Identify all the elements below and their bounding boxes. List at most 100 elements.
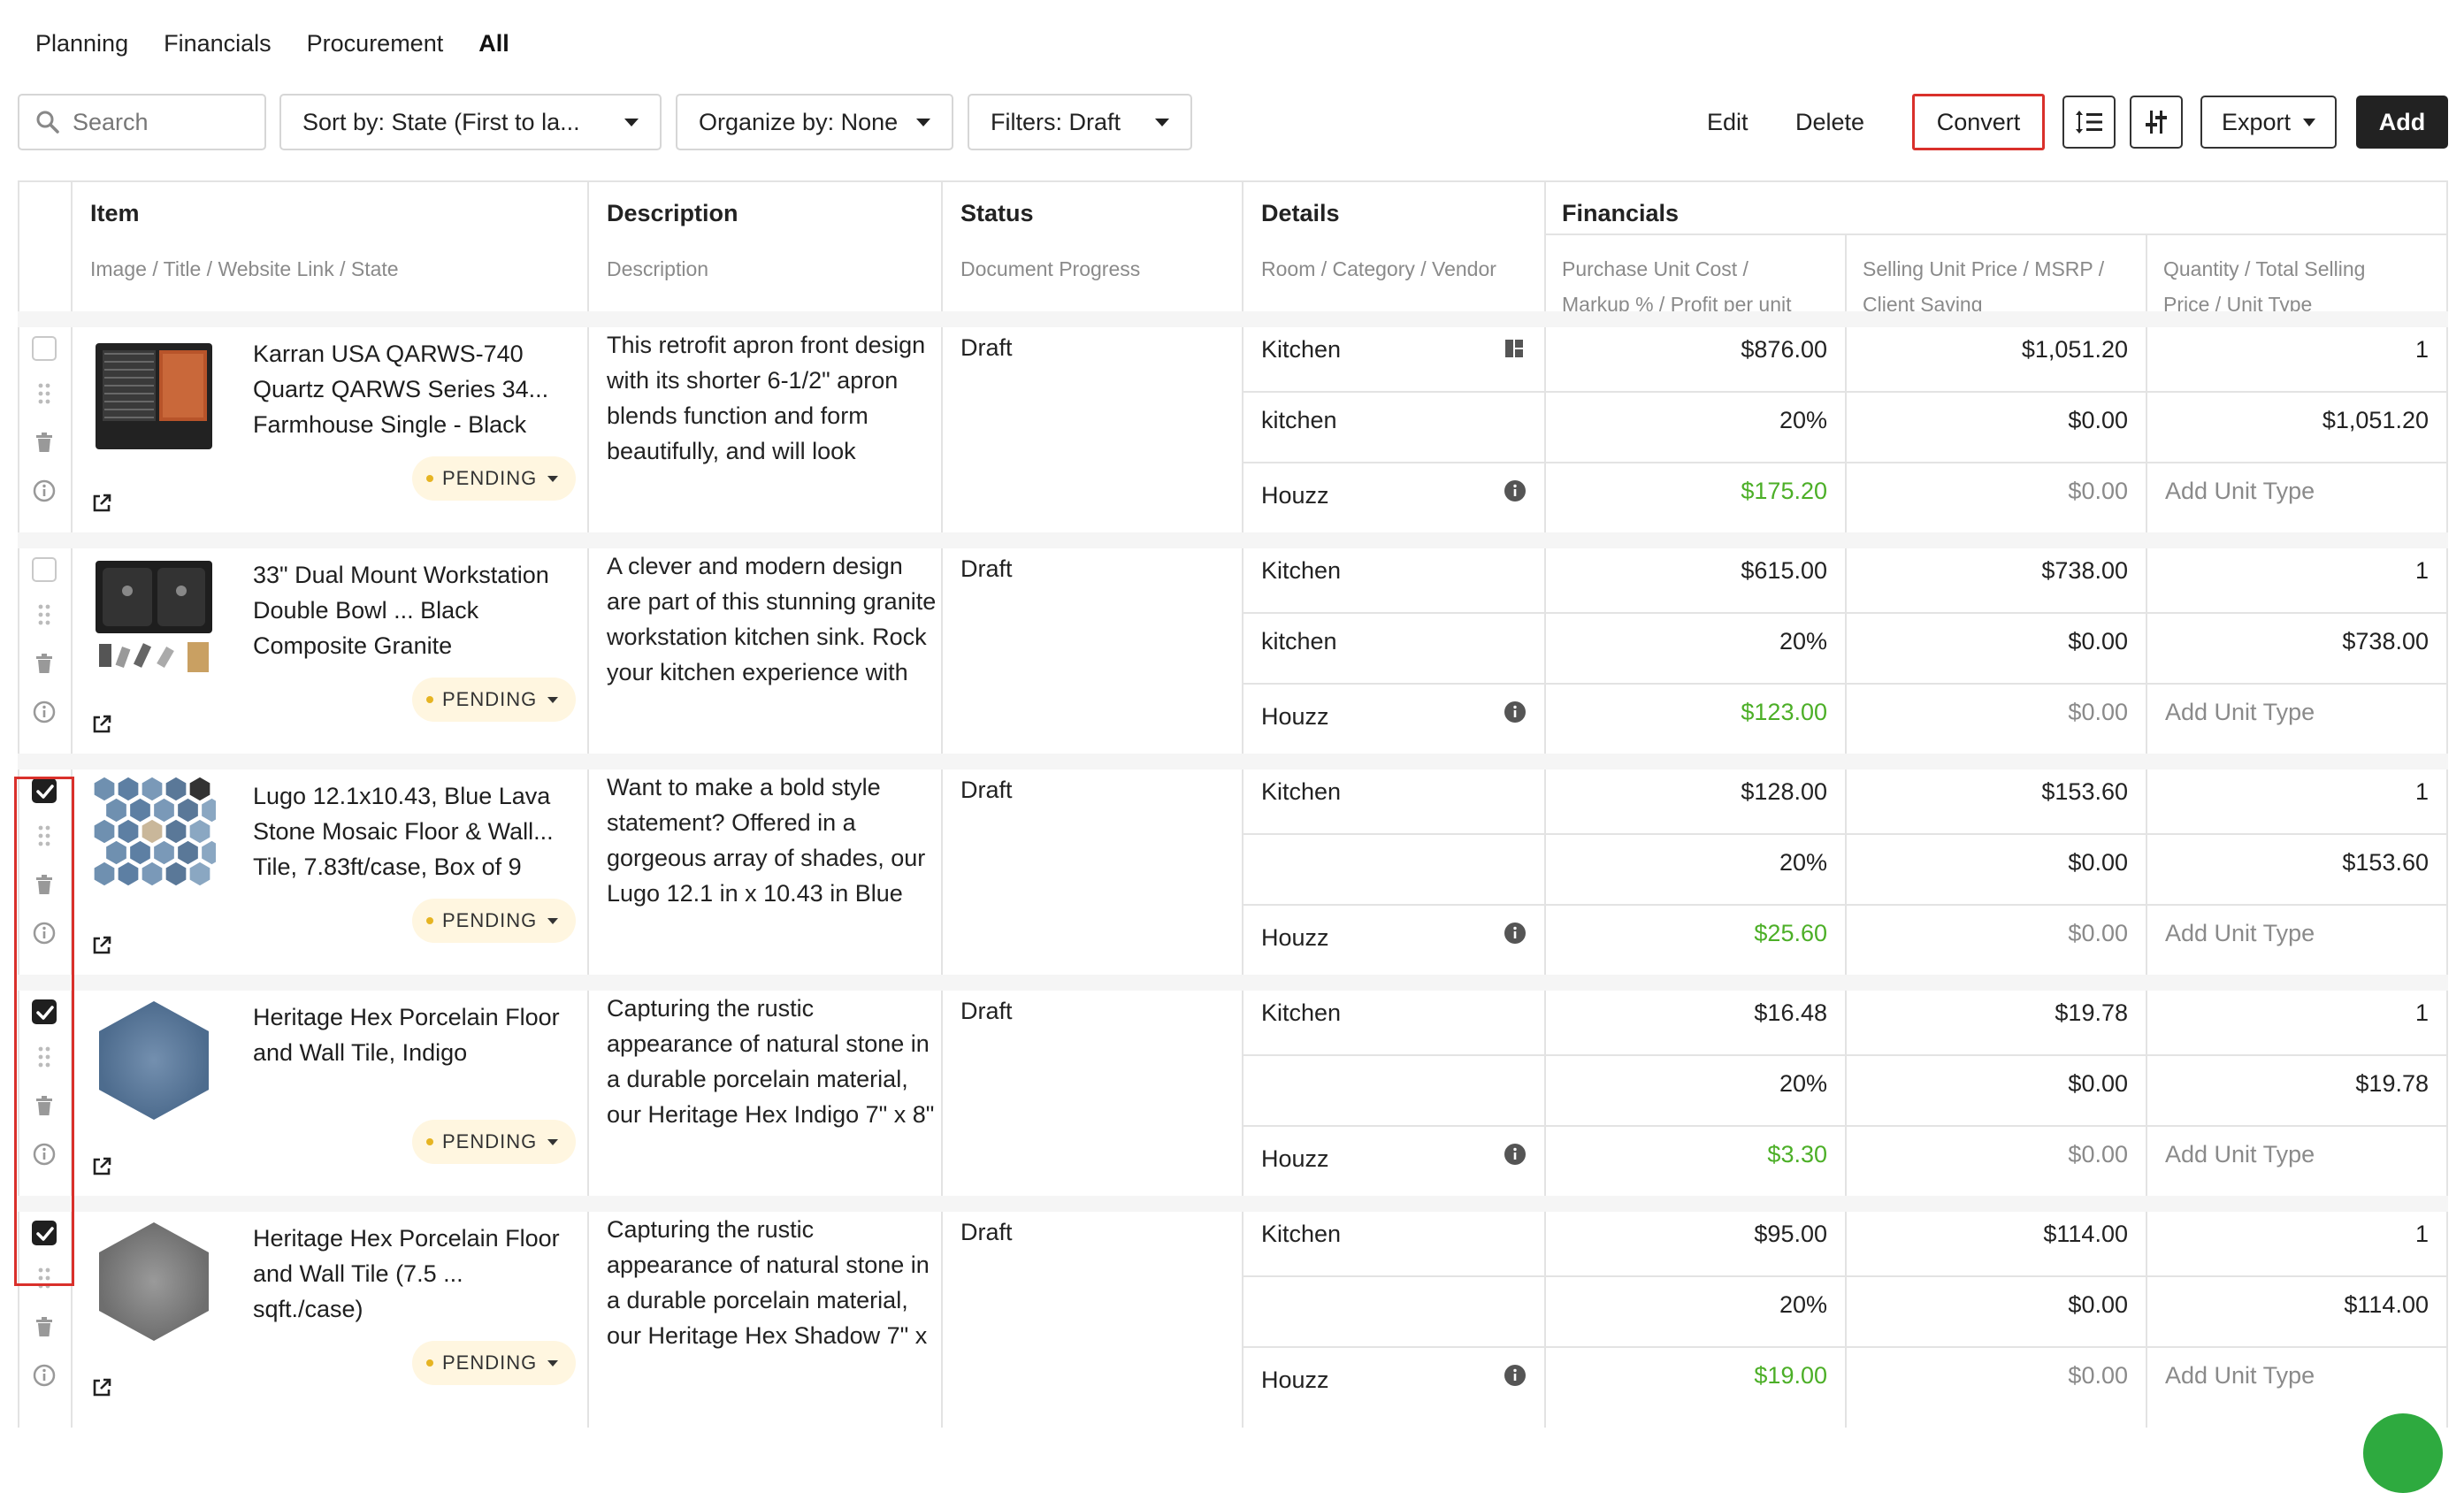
add-unit-type[interactable]: Add Unit Type (2165, 699, 2315, 725)
item-title[interactable]: 33" Dual Mount Workstation Double Bowl .… (253, 562, 549, 659)
column-header-description[interactable]: Description (607, 200, 738, 226)
convert-button[interactable]: Convert (1912, 94, 2045, 150)
search-placeholder: Search (73, 108, 149, 135)
category-value: kitchen (1261, 407, 1337, 433)
item-title[interactable]: Heritage Hex Porcelain Floor and Wall Ti… (253, 1004, 560, 1066)
client-saving: $0.00 (2068, 699, 2128, 725)
trash-icon[interactable] (34, 432, 54, 457)
item-title[interactable]: Lugo 12.1x10.43, Blue Lava Stone Mosaic … (253, 783, 554, 880)
profit-per-unit: $123.00 (1741, 699, 1827, 725)
product-image[interactable] (92, 1219, 216, 1343)
item-description: Capturing the rustic appearance of natur… (607, 995, 935, 1128)
info-icon[interactable] (33, 479, 56, 507)
trash-icon[interactable] (34, 1095, 54, 1121)
status-dot-icon (426, 696, 433, 703)
vendor-info-icon[interactable] (1504, 922, 1527, 949)
add-unit-type[interactable]: Add Unit Type (2165, 1141, 2315, 1168)
row-checkbox[interactable] (32, 999, 57, 1024)
checkmark-icon (36, 785, 54, 799)
row-separator (18, 311, 2448, 327)
tab-planning[interactable]: Planning (35, 30, 129, 57)
filters-dropdown[interactable]: Filters: Draft (968, 94, 1192, 150)
vendor-value: Houzz (1261, 482, 1329, 509)
state-badge[interactable]: PENDING (412, 456, 577, 501)
trash-icon[interactable] (34, 874, 54, 900)
drag-handle-icon[interactable] (37, 382, 51, 410)
layout-icon[interactable] (1504, 338, 1525, 364)
external-link-icon[interactable] (92, 1378, 111, 1402)
add-button[interactable]: Add (2356, 96, 2448, 149)
trash-icon[interactable] (34, 1316, 54, 1342)
vendor-info-icon[interactable] (1504, 1143, 1527, 1170)
vendor-info-icon[interactable] (1504, 701, 1527, 728)
trash-icon[interactable] (34, 653, 54, 678)
info-icon[interactable] (33, 1364, 56, 1391)
subheader-selling: Selling Unit Price / MSRP / Client Saving (1863, 257, 2105, 316)
drag-handle-icon[interactable] (37, 1045, 51, 1073)
external-link-icon[interactable] (92, 936, 111, 960)
search-icon (36, 111, 59, 134)
add-unit-type[interactable]: Add Unit Type (2165, 920, 2315, 946)
vendor-info-icon[interactable] (1504, 479, 1527, 507)
divider (1546, 234, 2448, 235)
state-badge[interactable]: PENDING (412, 678, 577, 722)
search-input[interactable]: Search (18, 94, 266, 150)
column-header-status[interactable]: Status (960, 200, 1034, 226)
state-badge[interactable]: PENDING (412, 1341, 577, 1385)
product-image[interactable] (92, 776, 224, 900)
room-value: Kitchen (1261, 557, 1342, 584)
total-selling-price: $114.00 (2344, 1291, 2429, 1318)
row-checkbox[interactable] (32, 1221, 57, 1245)
edit-button[interactable]: Edit (1707, 108, 1749, 135)
row-checkbox[interactable] (32, 778, 57, 803)
state-badge[interactable]: PENDING (412, 1120, 577, 1164)
info-icon[interactable] (33, 922, 56, 949)
state-badge[interactable]: PENDING (412, 899, 577, 943)
column-header-details[interactable]: Details (1261, 200, 1340, 226)
selling-unit-price: $738.00 (2041, 557, 2128, 584)
chat-button[interactable] (2363, 1413, 2443, 1493)
vendor-info-icon[interactable] (1504, 1364, 1527, 1391)
external-link-icon[interactable] (92, 494, 111, 517)
item-title[interactable]: Heritage Hex Porcelain Floor and Wall Ti… (253, 1225, 560, 1322)
divider (1243, 1346, 2446, 1348)
info-icon[interactable] (33, 701, 56, 728)
add-unit-type[interactable]: Add Unit Type (2165, 1362, 2315, 1389)
product-image[interactable] (92, 334, 216, 458)
external-link-icon[interactable] (92, 715, 111, 739)
caret-down-icon (547, 1138, 559, 1145)
organize-dropdown[interactable]: Organize by: None (676, 94, 953, 150)
vendor-value: Houzz (1261, 1145, 1329, 1172)
profit-per-unit: $3.30 (1767, 1141, 1827, 1168)
quantity-value[interactable]: 1 (2414, 336, 2429, 363)
status-dot-icon (426, 1359, 433, 1367)
delete-button[interactable]: Delete (1795, 108, 1865, 135)
quantity-value[interactable]: 1 (2414, 1221, 2429, 1247)
export-dropdown[interactable]: Export (2200, 96, 2338, 149)
product-image[interactable] (92, 998, 216, 1122)
column-header-item[interactable]: Item (90, 200, 140, 226)
drag-handle-icon[interactable] (37, 824, 51, 852)
drag-handle-icon[interactable] (37, 603, 51, 631)
vendor-value: Houzz (1261, 1367, 1329, 1393)
vendor-value: Houzz (1261, 924, 1329, 951)
column-settings-button[interactable] (2130, 96, 2183, 149)
product-image[interactable] (92, 555, 216, 679)
row-height-button[interactable] (2062, 96, 2116, 149)
total-selling-price: $738.00 (2342, 628, 2429, 655)
add-unit-type[interactable]: Add Unit Type (2165, 478, 2315, 504)
divider (587, 180, 589, 1428)
item-title[interactable]: Karran USA QARWS-740 Quartz QARWS Series… (253, 341, 549, 438)
external-link-icon[interactable] (92, 1157, 111, 1181)
quantity-value[interactable]: 1 (2414, 778, 2429, 805)
quantity-value[interactable]: 1 (2414, 557, 2429, 584)
tab-procurement[interactable]: Procurement (306, 30, 444, 57)
tab-all[interactable]: All (478, 30, 509, 57)
tab-financials[interactable]: Financials (164, 30, 272, 57)
column-header-financials[interactable]: Financials (1562, 200, 1680, 226)
row-checkbox[interactable] (32, 336, 57, 361)
info-icon[interactable] (33, 1143, 56, 1170)
row-checkbox[interactable] (32, 557, 57, 582)
sort-dropdown[interactable]: Sort by: State (First to la... (279, 94, 662, 150)
quantity-value[interactable]: 1 (2414, 999, 2429, 1026)
